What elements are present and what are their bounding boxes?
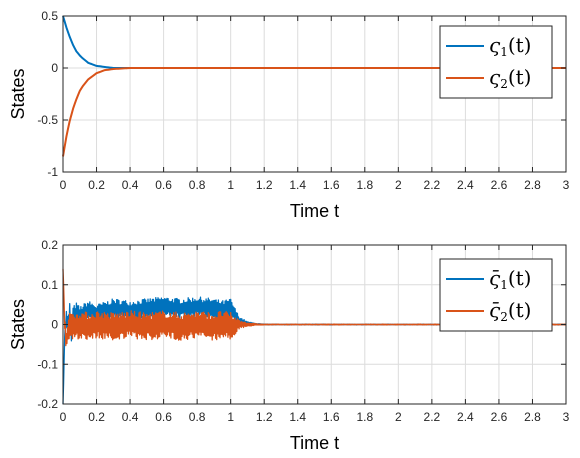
y-tick-label: 0 <box>51 61 58 75</box>
x-tick-label: 3 <box>563 178 570 192</box>
x-tick-label: 1 <box>227 178 234 192</box>
x-tick-label: 0 <box>60 410 67 424</box>
y-tick-label: 0.2 <box>41 238 58 252</box>
x-tick-label: 2.2 <box>424 410 441 424</box>
y-axis-label: States <box>8 68 28 119</box>
x-tick-label: 0.8 <box>189 178 206 192</box>
x-tick-label: 0.6 <box>155 410 172 424</box>
x-tick-label: 1.4 <box>289 410 306 424</box>
x-axis-label: Time t <box>290 201 339 221</box>
legend-entry-2: ς̄2(t) <box>489 298 532 324</box>
x-tick-label: 0.2 <box>88 178 105 192</box>
legend-box <box>439 258 553 332</box>
y-axis-label: States <box>8 299 28 350</box>
x-tick-label: 2.8 <box>524 178 541 192</box>
x-tick-label: 0.8 <box>189 410 206 424</box>
x-tick-label: 0.4 <box>122 178 139 192</box>
y-tick-label: -0.2 <box>37 397 58 411</box>
x-tick-label: 2.6 <box>491 410 508 424</box>
x-tick-label: 2.4 <box>457 178 474 192</box>
top-chart: 0 0.2 0.4 0.6 0.8 1 1.2 1.4 1.6 1.8 2 2.2 2.4 2.6 2.8 3… <box>8 9 570 221</box>
x-tick-label: 1.2 <box>256 410 273 424</box>
ticks: 0 0.2 0.4 0.6 0.8 1 1.2 1.4 1.6 1.8 2 2.2 2.4 2.6 2.8 3… <box>37 9 569 192</box>
x-tick-label: 0.2 <box>88 410 105 424</box>
x-tick-label: 0.6 <box>155 178 172 192</box>
axes-box <box>62 15 567 173</box>
x-tick-label: 1.8 <box>356 410 373 424</box>
x-tick-label: 1.4 <box>289 178 306 192</box>
x-tick-label: 1.6 <box>323 178 340 192</box>
legend: ς̄1(t) ς̄2(t) <box>439 258 553 332</box>
x-tick-label: 1.8 <box>356 178 373 192</box>
x-tick-label: 2 <box>395 178 402 192</box>
y-tick-label: -0.5 <box>37 113 58 127</box>
legend: ς1(t) ς2(t) <box>439 25 553 99</box>
y-tick-label: 0 <box>51 318 58 332</box>
x-tick-label: 1 <box>227 410 234 424</box>
bottom-chart: 0 0.2 0.4 0.6 0.8 1 1.2 1.4 1.6 1.8 2 2.2 2.4 2.6 2.8 3… <box>8 238 570 453</box>
x-tick-label: 1.2 <box>256 178 273 192</box>
x-axis-label: Time t <box>290 433 339 453</box>
x-tick-label: 3 <box>563 410 570 424</box>
y-tick-label: 0.1 <box>41 278 58 292</box>
legend-entry-2: ς2(t) <box>489 65 532 91</box>
x-tick-label: 2.4 <box>457 410 474 424</box>
x-tick-label: 0 <box>60 178 67 192</box>
x-tick-label: 0.4 <box>122 410 139 424</box>
y-tick-label: -1 <box>47 165 58 179</box>
legend-entry-1: ς̄1(t) <box>489 266 532 292</box>
legend-box <box>439 25 553 99</box>
x-tick-label: 1.6 <box>323 410 340 424</box>
y-tick-label: -0.1 <box>37 357 58 371</box>
x-tick-label: 2 <box>395 410 402 424</box>
ticks: 0 0.2 0.4 0.6 0.8 1 1.2 1.4 1.6 1.8 2 2.2 2.4 2.6 2.8 3… <box>37 238 569 424</box>
legend-entry-1: ς1(t) <box>489 33 532 59</box>
x-tick-label: 2.6 <box>491 178 508 192</box>
y-tick-label: 0.5 <box>41 9 58 23</box>
x-tick-label: 2.2 <box>424 178 441 192</box>
x-tick-label: 2.8 <box>524 410 541 424</box>
